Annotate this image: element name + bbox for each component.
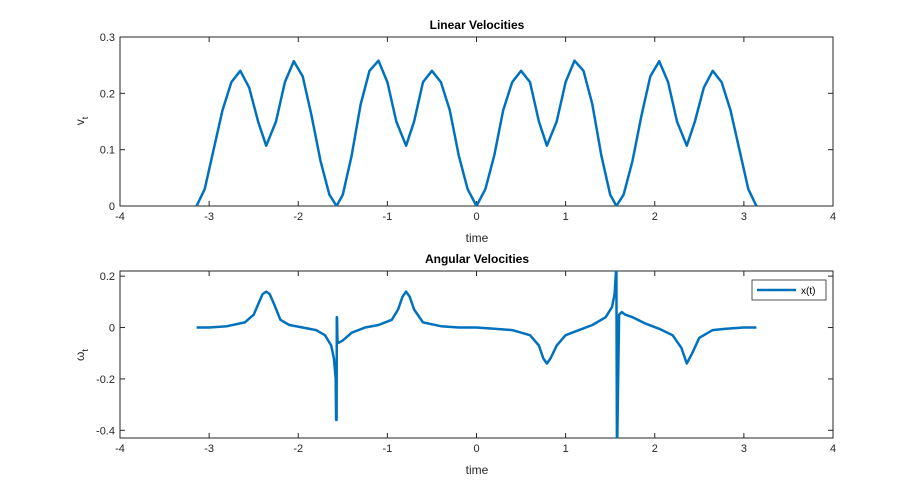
legend: x(t) [751,279,827,301]
series-line-group [195,59,758,206]
legend-entry-label: x(t) [801,286,815,297]
y-tick-label: 0.2 [100,88,115,100]
x-tick-label: -4 [115,211,125,223]
x-tick-label: -1 [382,443,392,455]
y-axis-label-main: ω [73,352,87,361]
x-tick-label: 2 [652,211,658,223]
x-tick-label: 0 [473,211,479,223]
y-tick-label: 0.2 [100,271,115,283]
y-tick-labels: 0 0.1 0.2 0.3 [100,32,833,213]
x-tick-label: 4 [830,443,836,455]
x-tick-label: 3 [741,211,747,223]
x-tick-labels: -4 -3 -2 -1 0 1 2 3 4 [115,271,836,455]
x-tick-label: 1 [563,211,569,223]
y-tick-labels: 0.2 0 -0.2 -0.4 [96,271,833,437]
x-axis-label: time [466,463,489,477]
y-tick-label: -0.2 [96,374,115,386]
y-axis-label-sub: t [80,349,90,352]
x-tick-label: 0 [473,443,479,455]
y-axis-label-sub: t [80,116,90,119]
x-tick-label: -2 [293,443,303,455]
chart-title: Angular Velocities [425,252,529,266]
linear-velocities-plot: Linear Velocities -4 -3 -2 -1 0 1 2 3 4 00.10.20… [73,18,836,245]
x-tick-label: 3 [741,443,747,455]
chart-title: Linear Velocities [430,18,525,32]
x-tick-label: -2 [293,211,303,223]
svg-text:ωt: ωt [73,349,90,361]
axes-box [119,270,834,439]
x-tick-label: 4 [830,211,836,223]
y-tick-label: 0.1 [100,145,115,157]
axes-box [119,36,834,207]
x-axis-label: time [466,231,489,245]
y-axis-label: ωt [73,349,90,361]
x-tick-label: 2 [652,443,658,455]
x-tick-label: -3 [204,443,214,455]
angular-velocities-plot: Angular Velocities -4 -3 -2 -1 0 1 2 3 4 0.2 0 -0.… [73,252,836,477]
y-axis-label-main: v [73,119,87,125]
x-tick-label: -1 [382,211,392,223]
y-tick-label: 0 [109,323,115,335]
x-tick-label: -3 [204,211,214,223]
y-tick-label: 0 [109,201,115,213]
y-axis-label: vt [73,116,90,125]
y-tick-label: -0.4 [96,425,115,437]
series-line-group [196,271,757,438]
series-line [195,59,758,206]
x-tick-label: 1 [563,443,569,455]
svg-text:vt: vt [73,116,90,125]
x-tick-label: -4 [115,443,125,455]
series-line [196,271,757,438]
y-tick-label: 0.3 [100,32,115,44]
x-tick-labels: -4 -3 -2 -1 0 1 2 3 4 [115,37,836,223]
